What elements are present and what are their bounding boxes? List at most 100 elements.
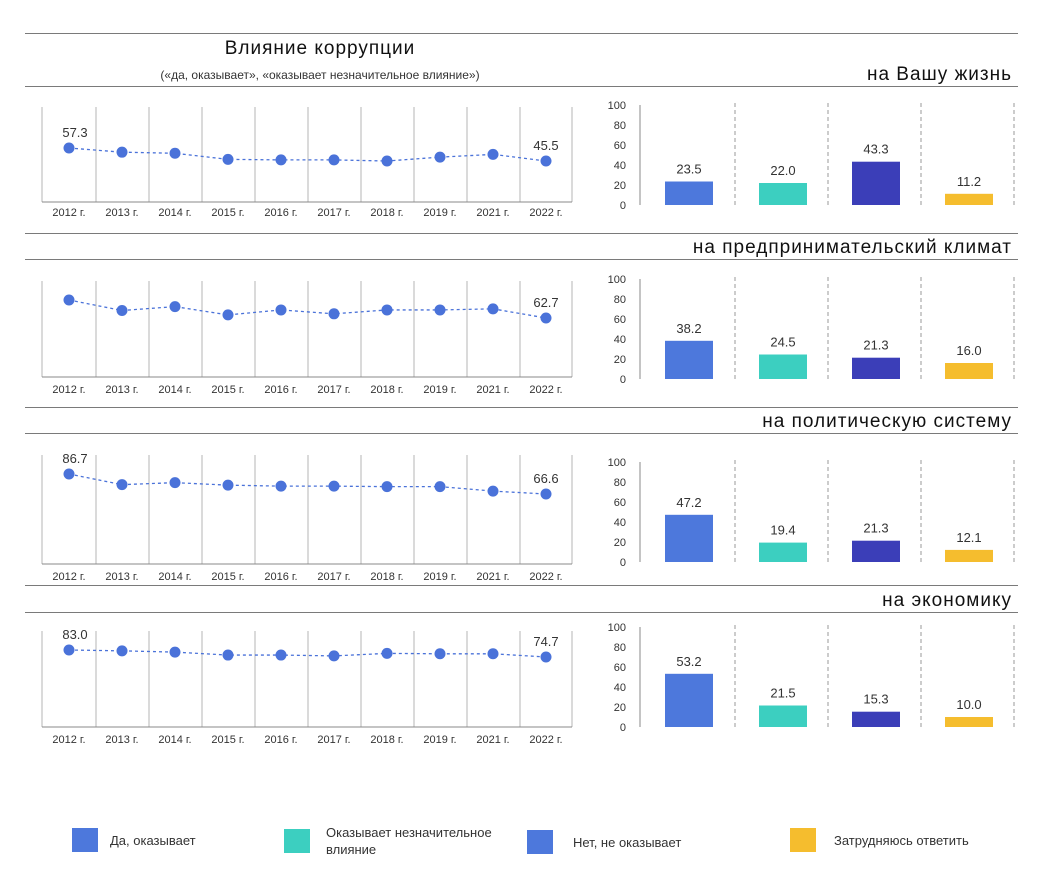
line-point-politics [540, 488, 552, 500]
bar-tick-label-economy: 80 [614, 642, 626, 654]
bar-hard-politics [945, 549, 993, 562]
bar-tick-label-life: 80 [614, 120, 626, 132]
year-tick-label-business: 2018 г. [370, 384, 403, 396]
bar-tick-label-life: 40 [614, 160, 626, 172]
bar-minor-economy [759, 705, 807, 727]
bar-data-label-economy: 21.5 [770, 686, 795, 701]
year-tick-label-politics: 2022 г. [529, 571, 562, 583]
bar-yes-life [665, 181, 713, 205]
line-data-label-life: 45.5 [533, 138, 558, 153]
line-point-life [328, 154, 340, 166]
bar-data-label-business: 24.5 [770, 335, 795, 350]
year-tick-label-economy: 2019 г. [423, 734, 456, 746]
section-title-politics: на политическую систему [762, 411, 1012, 432]
line-point-life [169, 147, 181, 159]
bar-tick-label-life: 100 [608, 100, 626, 112]
year-tick-label-life: 2022 г. [529, 207, 562, 219]
line-point-economy [540, 651, 552, 663]
bar-minor-business [759, 354, 807, 379]
line-point-life [381, 155, 393, 167]
line-data-label-business: 62.7 [533, 295, 558, 310]
legend-swatch-minor [284, 829, 310, 853]
year-tick-label-economy: 2021 г. [476, 734, 509, 746]
line-point-economy [328, 650, 340, 662]
divider-after-politics [25, 585, 1018, 586]
bar-hard-business [945, 363, 993, 379]
legend-label-hard: Затрудняюсь ответить [834, 832, 969, 848]
bar-no-business [852, 357, 900, 379]
bar-data-label-politics: 19.4 [770, 523, 795, 538]
year-tick-label-life: 2015 г. [211, 207, 244, 219]
year-tick-label-life: 2021 г. [476, 207, 509, 219]
line-point-business [169, 301, 181, 313]
bar-tick-label-business: 100 [608, 274, 626, 286]
year-tick-label-business: 2015 г. [211, 384, 244, 396]
legend-item-yes: Да, оказывает [72, 828, 260, 852]
line-point-business [487, 303, 499, 315]
year-tick-label-business: 2021 г. [476, 384, 509, 396]
legend-label-minor: Оказывает незначительное влияние [326, 825, 492, 857]
year-tick-label-business: 2012 г. [52, 384, 85, 396]
line-data-label-politics: 86.7 [62, 451, 87, 466]
legend-item-hard: Затрудняюсь ответить [790, 828, 1024, 852]
line-point-life [222, 153, 234, 165]
year-tick-label-economy: 2012 г. [52, 734, 85, 746]
bar-hard-economy [945, 717, 993, 727]
page-subtitle: («да, оказывает», «оказывает незначитель… [160, 68, 480, 82]
bar-data-label-business: 38.2 [676, 321, 701, 336]
year-tick-label-economy: 2015 г. [211, 734, 244, 746]
line-point-economy [487, 648, 499, 660]
bar-tick-label-politics: 40 [614, 517, 626, 529]
bar-tick-label-politics: 0 [620, 557, 626, 569]
bar-data-label-business: 21.3 [863, 338, 888, 353]
line-point-politics [434, 481, 446, 493]
bar-tick-label-politics: 80 [614, 477, 626, 489]
year-tick-label-business: 2019 г. [423, 384, 456, 396]
year-tick-label-business: 2014 г. [158, 384, 191, 396]
line-data-label-economy: 74.7 [533, 634, 558, 649]
line-point-business [116, 304, 128, 316]
bar-tick-label-business: 60 [614, 314, 626, 326]
year-tick-label-business: 2013 г. [105, 384, 138, 396]
bar-tick-label-economy: 100 [608, 622, 626, 634]
line-data-label-life: 57.3 [62, 125, 87, 140]
line-point-life [116, 146, 128, 158]
bar-data-label-life: 22.0 [770, 163, 795, 178]
legend-swatch-no [527, 830, 553, 854]
line-point-politics [63, 468, 75, 480]
year-tick-label-politics: 2012 г. [52, 571, 85, 583]
line-series-economy [68, 649, 547, 658]
bar-tick-label-life: 60 [614, 140, 626, 152]
legend-label-yes: Да, оказывает [110, 832, 196, 848]
section-title-economy: на экономику [882, 590, 1012, 611]
bar-tick-label-economy: 0 [620, 722, 626, 734]
legend-swatch-hard [790, 828, 816, 852]
line-point-business [434, 304, 446, 316]
bar-no-life [852, 161, 900, 205]
line-point-life [434, 151, 446, 163]
bar-hard-life [945, 193, 993, 205]
year-tick-label-politics: 2015 г. [211, 571, 244, 583]
year-tick-label-life: 2019 г. [423, 207, 456, 219]
year-tick-label-politics: 2013 г. [105, 571, 138, 583]
line-point-politics [222, 479, 234, 491]
year-tick-label-life: 2017 г. [317, 207, 350, 219]
top-divider [25, 33, 1018, 34]
bar-yes-economy [665, 673, 713, 727]
line-point-economy [116, 645, 128, 657]
year-tick-label-economy: 2016 г. [264, 734, 297, 746]
bar-tick-label-business: 40 [614, 334, 626, 346]
section-title-business: на предпринимательский климат [692, 237, 1012, 258]
year-tick-label-politics: 2016 г. [264, 571, 297, 583]
divider-after-life [25, 233, 1018, 234]
page-title: Влияние коррупции [224, 38, 416, 59]
bar-tick-label-politics: 60 [614, 497, 626, 509]
line-point-economy [381, 647, 393, 659]
bar-yes-politics [665, 514, 713, 562]
bar-tick-label-life: 0 [620, 200, 626, 212]
line-series-life [68, 147, 547, 162]
legend-item-minor: Оказывает незначительное влияние [284, 824, 526, 858]
year-tick-label-politics: 2017 г. [317, 571, 350, 583]
year-tick-label-life: 2013 г. [105, 207, 138, 219]
